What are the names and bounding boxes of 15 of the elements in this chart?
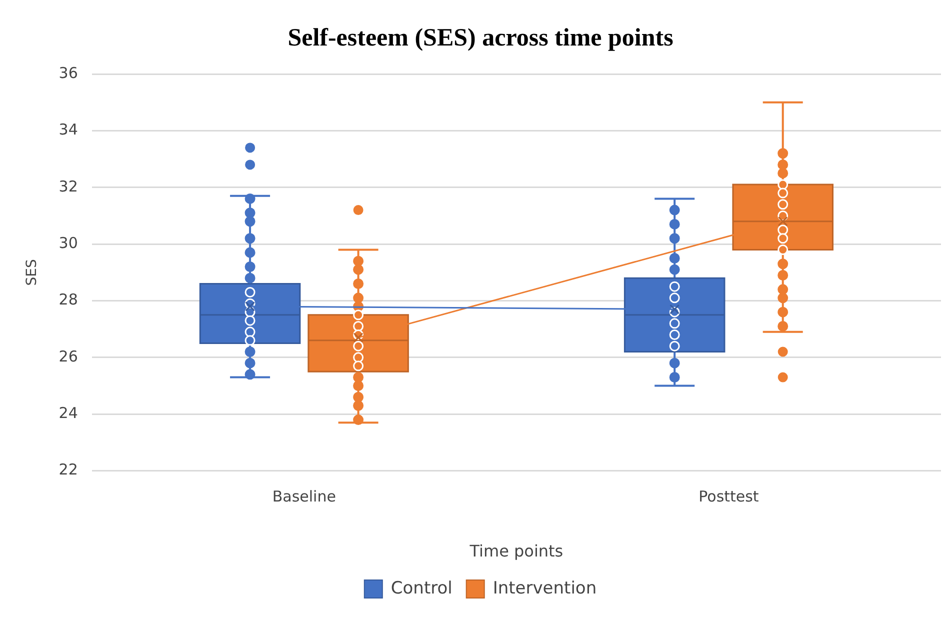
- legend-label: Intervention: [492, 578, 597, 598]
- y-tick-label: 36: [58, 64, 78, 82]
- legend-label: Control: [390, 578, 452, 598]
- x-axis-title: Time points: [468, 542, 564, 561]
- x-tick-label: Baseline: [272, 488, 336, 506]
- y-axis-title: SES: [24, 258, 40, 286]
- y-tick-label: 24: [58, 404, 78, 422]
- y-tick-label: 32: [58, 177, 78, 196]
- x-tick-label: Posttest: [698, 488, 759, 506]
- y-tick-label: 28: [58, 290, 78, 309]
- chart-title: Self-esteem (SES) across time points: [288, 24, 674, 52]
- y-tick-label: 30: [58, 234, 78, 252]
- y-tick-label: 22: [58, 460, 78, 479]
- y-tick-label: 26: [58, 347, 78, 366]
- y-tick-label: 34: [58, 120, 78, 139]
